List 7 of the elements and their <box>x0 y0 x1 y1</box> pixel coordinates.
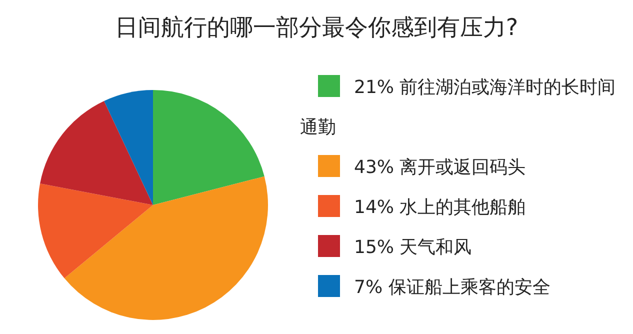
legend-label: 7% 保证船上乘客的安全 <box>354 277 550 298</box>
legend-label: 43% 离开或返回码头 <box>354 157 526 178</box>
text: 21% 前往湖泊或海洋时的长时间 <box>354 77 616 98</box>
legend-label: 15% 天气和风 <box>354 237 472 258</box>
legend-label: 14% 水上的其他船舶 <box>354 197 526 218</box>
chart-title: 日间航行的哪一部分最令你感到有压力? <box>114 14 520 43</box>
category-label: 通勤 <box>300 117 336 138</box>
